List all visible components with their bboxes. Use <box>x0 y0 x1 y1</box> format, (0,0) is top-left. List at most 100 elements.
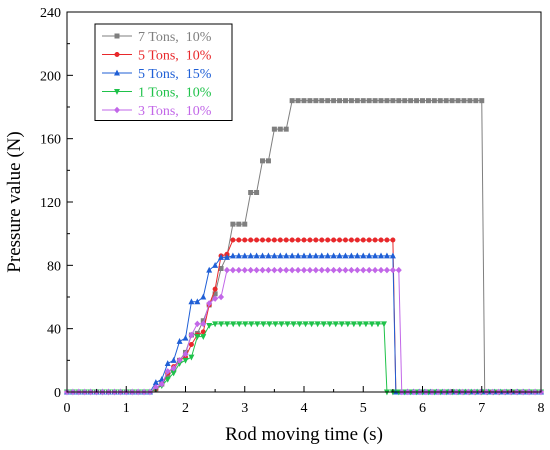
data-point <box>212 261 219 268</box>
data-point <box>176 357 183 364</box>
data-point <box>319 237 325 243</box>
data-point <box>271 126 277 132</box>
data-point <box>235 266 242 274</box>
x-tick-label: 7 <box>478 401 485 416</box>
data-point <box>271 252 278 259</box>
data-point <box>374 321 381 328</box>
data-point <box>242 221 248 227</box>
data-point <box>164 376 171 383</box>
data-point <box>342 266 349 274</box>
data-point <box>236 321 243 328</box>
data-point <box>260 321 267 328</box>
data-point <box>467 98 473 104</box>
x-tick-label: 6 <box>419 401 426 416</box>
data-point <box>290 321 297 328</box>
data-point <box>218 321 225 328</box>
x-tick-label: 5 <box>360 401 367 416</box>
data-point <box>372 98 378 104</box>
series-4 <box>64 321 544 396</box>
data-point <box>389 266 396 274</box>
data-point <box>348 252 355 259</box>
data-point <box>289 252 296 259</box>
series-line <box>67 323 541 393</box>
data-point <box>354 252 361 259</box>
data-point <box>170 356 177 363</box>
data-point <box>331 237 337 243</box>
data-point <box>461 98 467 104</box>
legend-label: 3 Tons, 10% <box>138 104 212 119</box>
data-point <box>247 252 254 259</box>
data-point <box>164 368 171 375</box>
data-point <box>200 334 207 340</box>
data-point <box>360 252 367 259</box>
data-point <box>312 266 319 274</box>
data-point <box>324 266 331 274</box>
data-point <box>419 98 425 104</box>
data-point <box>306 252 313 259</box>
data-point <box>229 266 236 274</box>
data-point <box>319 98 325 104</box>
series-line <box>67 239 541 393</box>
data-point <box>235 252 242 259</box>
data-point <box>241 252 248 259</box>
data-point <box>384 237 390 243</box>
data-point <box>278 321 285 328</box>
data-point <box>366 252 373 259</box>
data-point <box>396 98 402 104</box>
data-point <box>348 237 354 243</box>
y-tick-label: 240 <box>40 6 61 21</box>
data-point <box>354 266 361 274</box>
data-point <box>378 237 384 243</box>
data-point <box>325 237 331 243</box>
data-point <box>265 158 271 164</box>
data-point <box>283 266 290 274</box>
data-point <box>230 221 236 227</box>
data-point <box>380 321 387 328</box>
data-point <box>242 237 248 243</box>
legend-marker <box>114 89 120 95</box>
data-point <box>164 360 171 367</box>
data-point <box>344 321 351 328</box>
data-point <box>325 98 331 104</box>
x-tick-label: 2 <box>182 401 189 416</box>
data-point <box>384 98 390 104</box>
data-point <box>366 237 372 243</box>
data-point <box>362 321 369 328</box>
data-point <box>289 266 296 274</box>
x-tick-label: 3 <box>241 401 248 416</box>
series-line <box>67 100 541 393</box>
data-point <box>372 237 378 243</box>
data-point <box>332 321 339 328</box>
data-point <box>360 98 366 104</box>
data-point <box>402 98 408 104</box>
data-point <box>337 237 343 243</box>
data-point <box>414 98 420 104</box>
data-point <box>342 98 348 104</box>
data-point <box>354 98 360 104</box>
data-point <box>342 237 348 243</box>
data-point <box>248 190 254 196</box>
data-point <box>301 237 307 243</box>
data-point <box>306 266 313 274</box>
data-point <box>336 252 343 259</box>
data-point <box>295 98 301 104</box>
data-point <box>289 237 295 243</box>
legend-marker <box>114 51 120 57</box>
data-point <box>324 252 331 259</box>
data-point <box>242 321 249 328</box>
data-point <box>383 252 390 259</box>
y-tick-label: 80 <box>47 259 61 274</box>
data-point <box>229 252 236 259</box>
data-point <box>260 237 266 243</box>
data-point <box>254 237 260 243</box>
data-point <box>295 252 302 259</box>
data-point <box>320 321 327 328</box>
data-point <box>230 237 236 243</box>
data-point <box>248 321 255 328</box>
data-point <box>182 334 189 341</box>
data-point <box>182 357 189 364</box>
data-point <box>152 379 159 386</box>
data-point <box>395 266 402 274</box>
x-tick-label: 0 <box>64 401 71 416</box>
data-point <box>218 293 225 301</box>
